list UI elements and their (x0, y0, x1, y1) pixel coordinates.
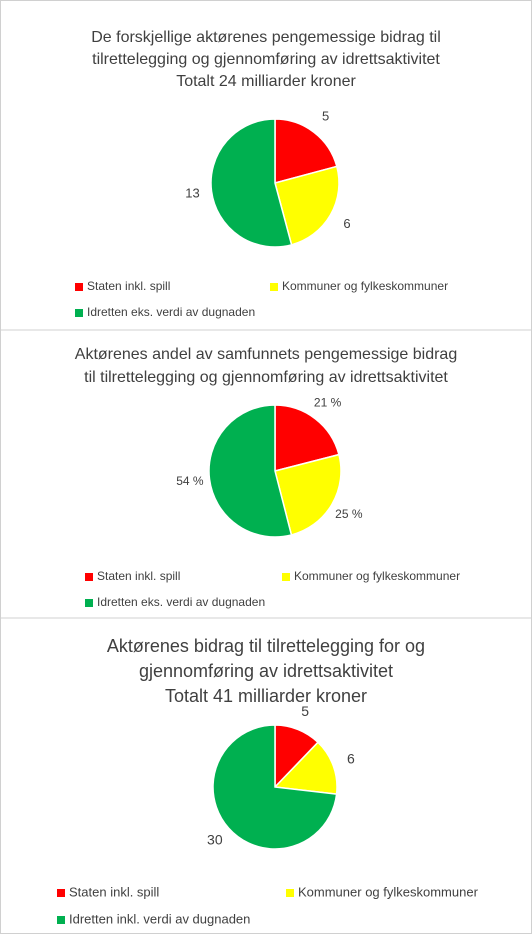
pie-slice (208, 404, 293, 538)
legend-label: Kommuner og fylkeskommuner (282, 279, 448, 293)
legend-label: Idretten eks. verdi av dugnaden (97, 595, 265, 609)
pie-slice (273, 741, 338, 795)
legend-swatch (286, 889, 294, 897)
legend-swatch (270, 283, 278, 291)
legend-swatch (85, 573, 93, 581)
pie-slice (274, 404, 340, 472)
legend-label: Staten inkl. spill (69, 884, 159, 899)
data-label: 25 % (335, 507, 363, 521)
data-label: 6 (347, 750, 355, 766)
data-label: 5 (301, 703, 309, 719)
chart-title: gjennomføring av idrettsaktivitet (139, 661, 393, 681)
data-label: 6 (343, 216, 350, 231)
legend-label: Kommuner og fylkeskommuner (298, 884, 479, 899)
legend-swatch (85, 599, 93, 607)
data-label: 21 % (314, 395, 342, 409)
legend-label: Staten inkl. spill (97, 569, 180, 583)
data-label: 13 (185, 185, 199, 200)
pie-slice (210, 118, 293, 248)
chart-title: Aktørenes bidrag til tilrettelegging for… (107, 636, 425, 656)
chart-title: til tilrettelegging og gjennomføring av … (84, 369, 448, 386)
chart-title: De forskjellige aktørenes pengemessige b… (91, 29, 441, 46)
legend-label: Idretten inkl. verdi av dugnaden (69, 911, 250, 926)
pie-slice (274, 165, 340, 246)
chart-title: Totalt 24 milliarder kroner (176, 73, 356, 90)
legend-label: Kommuner og fylkeskommuner (294, 569, 460, 583)
chart-title: Totalt 41 milliarder kroner (165, 686, 367, 706)
chart-title: tilrettelegging og gjennomføring av idre… (92, 51, 440, 68)
chart-title: Aktørenes andel av samfunnets pengemessi… (75, 346, 457, 363)
legend-swatch (57, 889, 65, 897)
legend-swatch (75, 309, 83, 317)
data-label: 54 % (176, 474, 204, 488)
pie-slice (274, 118, 338, 184)
data-label: 5 (322, 108, 329, 123)
legend-swatch (75, 283, 83, 291)
legend-label: Staten inkl. spill (87, 279, 170, 293)
pie-slice (212, 724, 338, 850)
legend-swatch (282, 573, 290, 581)
legend-label: Idretten eks. verdi av dugnaden (87, 305, 255, 319)
pie-slice (274, 453, 342, 536)
data-label: 30 (207, 831, 223, 847)
legend-swatch (57, 916, 65, 924)
